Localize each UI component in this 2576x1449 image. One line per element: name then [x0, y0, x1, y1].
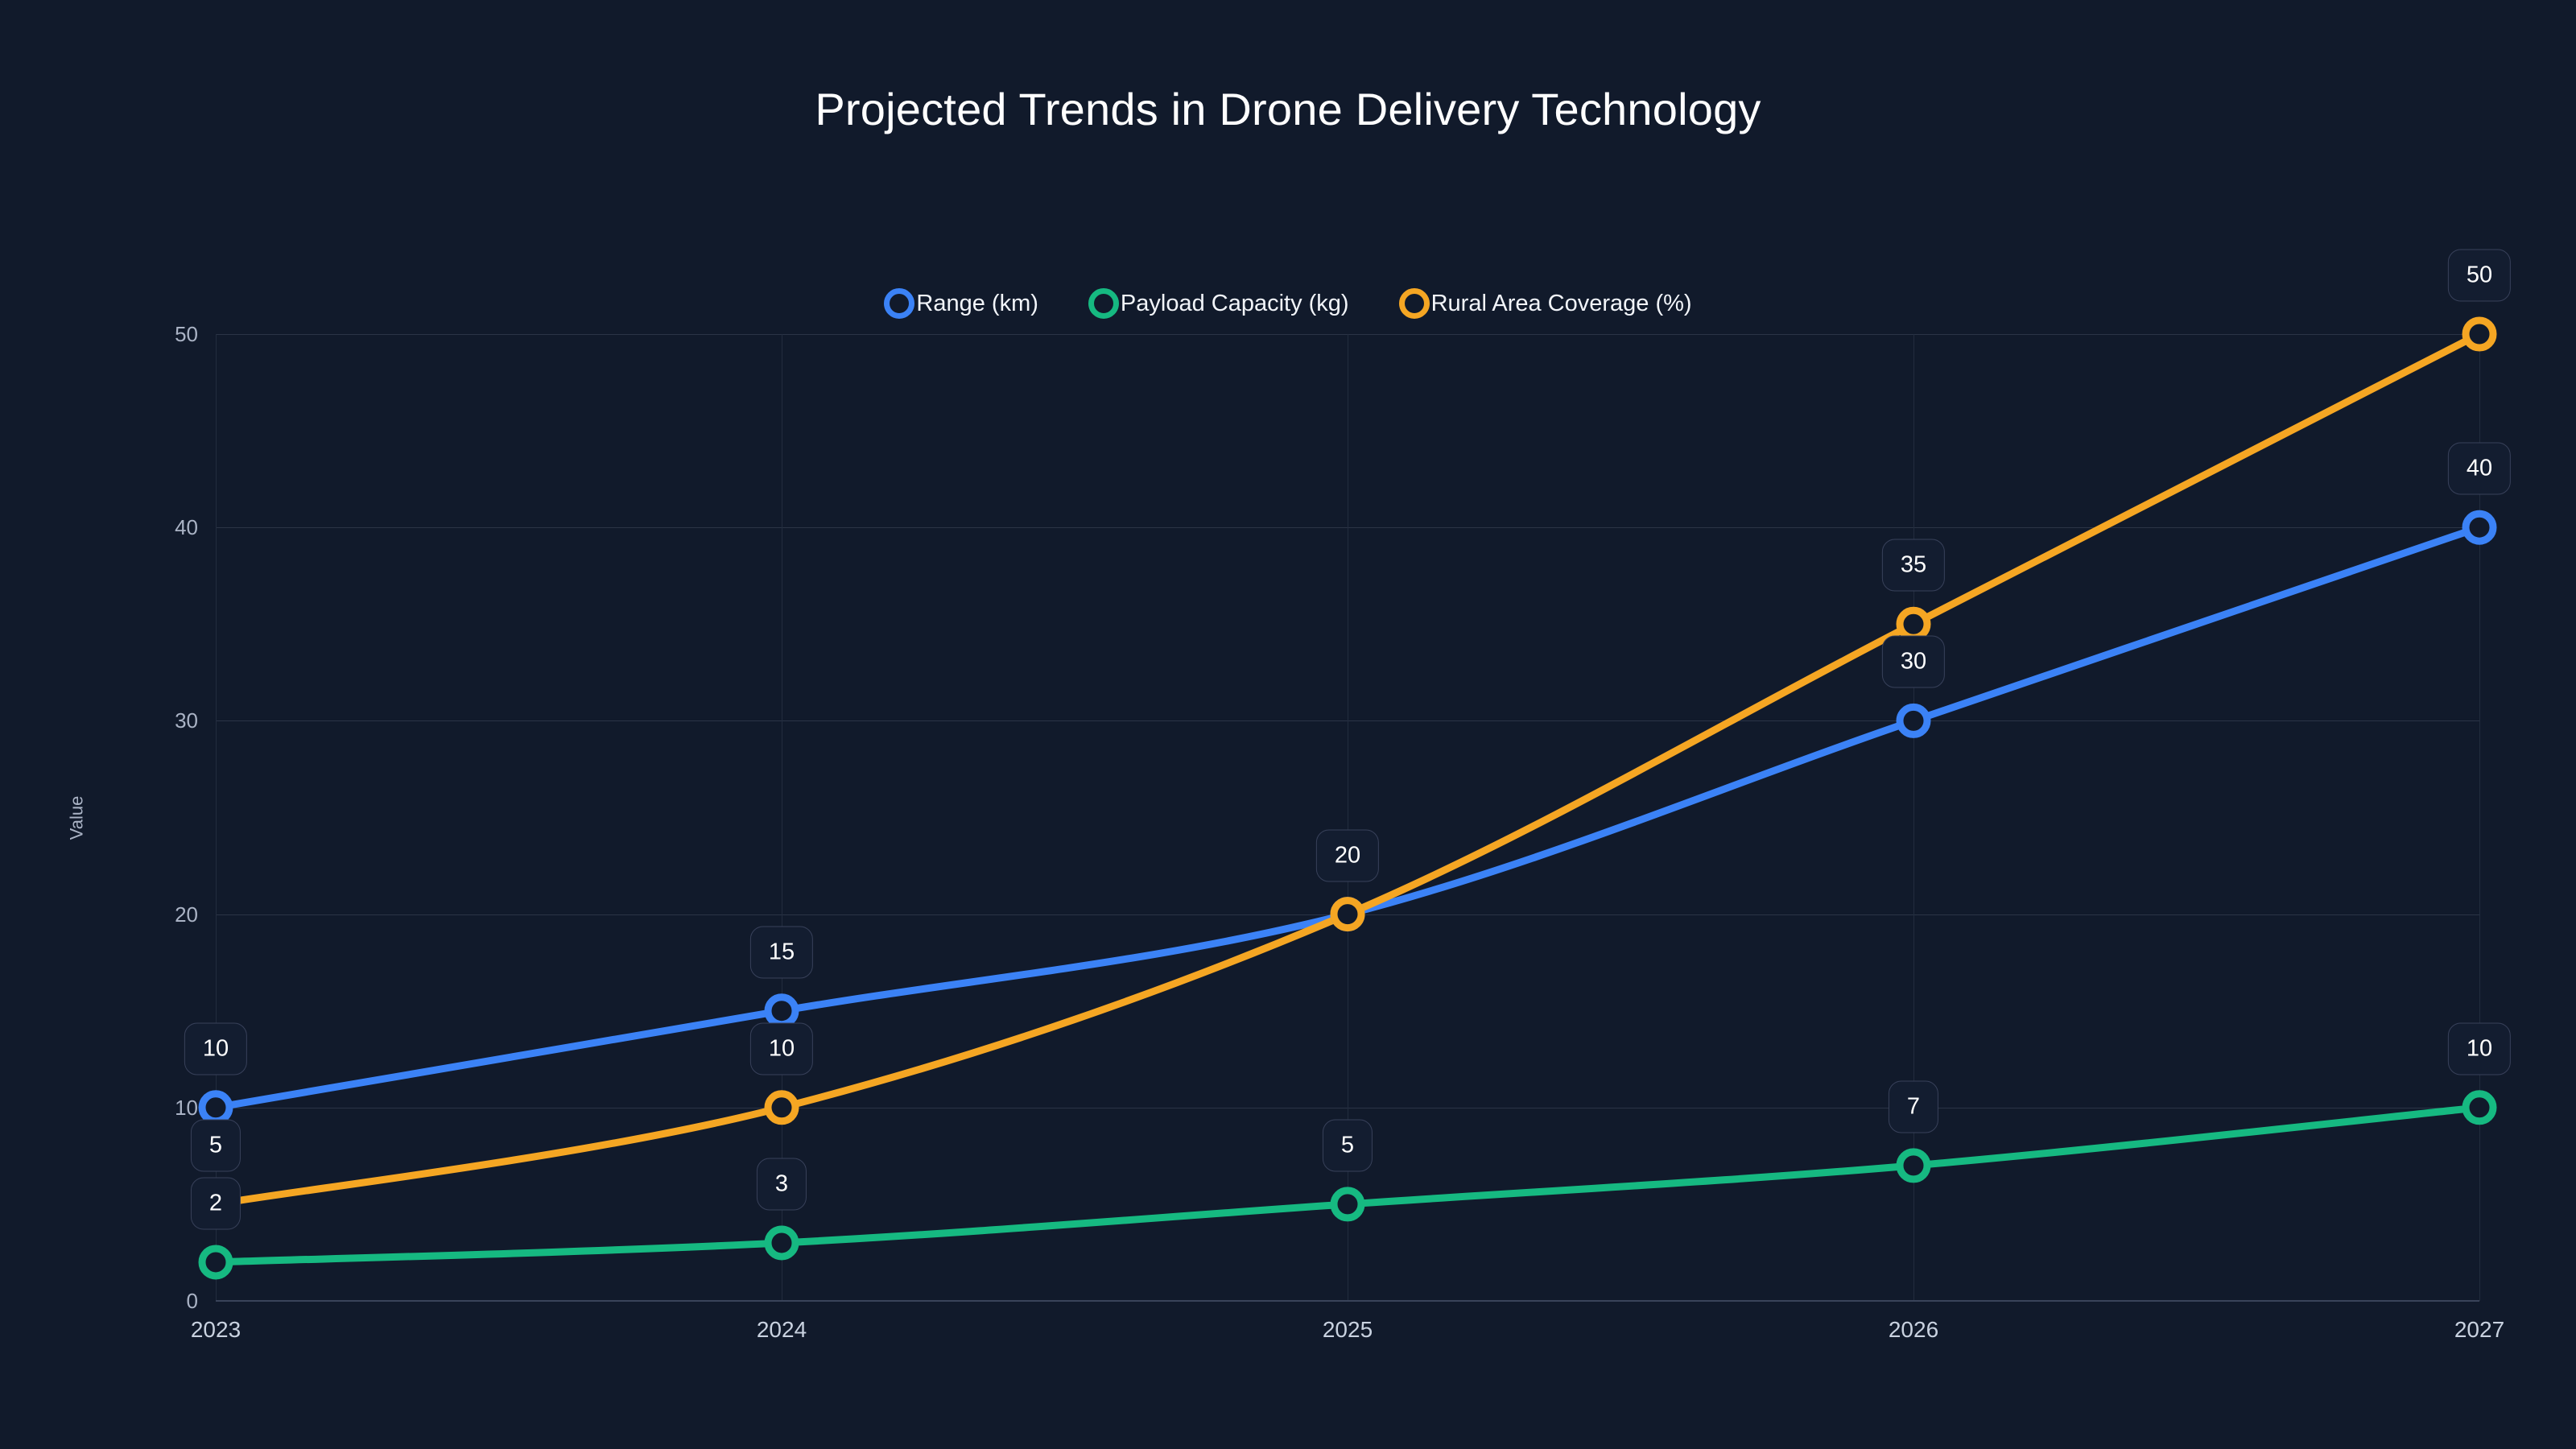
data-point-value-label: 40 [2447, 442, 2512, 495]
data-point-value-label: 10 [184, 1022, 248, 1075]
y-axis-tick-label: 40 [175, 515, 198, 540]
chart-legend: Range (km) Payload Capacity (kg) Rural Are… [0, 288, 2576, 319]
series-lines [198, 316, 2497, 1280]
y-axis-tick-label: 0 [186, 1289, 198, 1313]
gridline-vertical [216, 334, 217, 1301]
data-point-value-label: 10 [2447, 1022, 2512, 1075]
data-point-marker[interactable] [764, 1090, 799, 1125]
legend-item[interactable]: Rural Area Coverage (%) [1398, 288, 1692, 319]
data-point-value-label: 20 [1315, 829, 1380, 882]
data-point-marker[interactable] [198, 1245, 233, 1280]
data-point-value-label: 5 [190, 1119, 242, 1172]
data-point-marker[interactable] [1896, 606, 1931, 642]
data-point-marker[interactable] [764, 993, 799, 1029]
gridline-vertical [1913, 334, 1914, 1301]
data-point-value-label: 7 [1888, 1080, 1939, 1133]
y-axis-title: Value [66, 795, 87, 840]
data-point-value-label: 50 [2447, 249, 2512, 302]
circle-outline-icon [1088, 288, 1119, 319]
legend-item-label: Range (km) [916, 290, 1038, 316]
data-point-marker[interactable] [198, 1090, 233, 1125]
circle-outline-icon [1398, 288, 1430, 319]
data-point-value-label: 10 [749, 1022, 814, 1075]
data-point-value-label: 3 [756, 1158, 807, 1211]
data-point-value-label: 2 [190, 1177, 242, 1230]
x-axis-tick-label: 2024 [756, 1317, 807, 1342]
y-axis-tick-label: 20 [175, 902, 198, 927]
y-axis-tick-label: 30 [175, 708, 198, 733]
circle-outline-icon [884, 288, 915, 319]
x-axis-tick-label: 2023 [190, 1317, 242, 1342]
x-axis-line [216, 1300, 2479, 1302]
data-point-marker[interactable] [1330, 1187, 1365, 1222]
legend-item[interactable]: Payload Capacity (kg) [1088, 288, 1349, 319]
data-point-marker[interactable] [2462, 316, 2497, 352]
data-point-marker[interactable] [2462, 510, 2497, 545]
legend-item[interactable]: Range (km) [884, 288, 1038, 319]
data-point-value-label: 5 [1322, 1119, 1373, 1172]
y-axis-tick-label: 50 [175, 322, 198, 346]
x-axis-tick-label: 2026 [1888, 1317, 1939, 1342]
data-point-marker[interactable] [1896, 703, 1931, 738]
gridline-vertical [2479, 334, 2480, 1301]
legend-item-label: Payload Capacity (kg) [1120, 290, 1349, 316]
data-point-marker[interactable] [2462, 1090, 2497, 1125]
chart-title: Projected Trends in Drone Delivery Techn… [815, 84, 1761, 134]
data-point-value-label: 30 [1881, 635, 1946, 688]
data-point-marker[interactable] [1896, 1148, 1931, 1183]
x-axis-tick-label: 2025 [1322, 1317, 1373, 1342]
y-axis-tick-label: 10 [175, 1095, 198, 1120]
x-axis-tick-label: 2027 [2454, 1317, 2505, 1342]
data-point-marker[interactable] [764, 1225, 799, 1261]
series-line [212, 330, 2483, 1208]
data-point-value-label: 15 [749, 926, 814, 979]
data-point-value-label: 35 [1881, 539, 1946, 592]
data-point-marker[interactable] [1330, 897, 1365, 932]
series-line [212, 523, 2483, 1112]
legend-item-label: Rural Area Coverage (%) [1430, 290, 1692, 316]
plot-area: 0 10 20 30 40 50 2023 2024 2025 2026 2027 Value 1… [66, 249, 2512, 1341]
